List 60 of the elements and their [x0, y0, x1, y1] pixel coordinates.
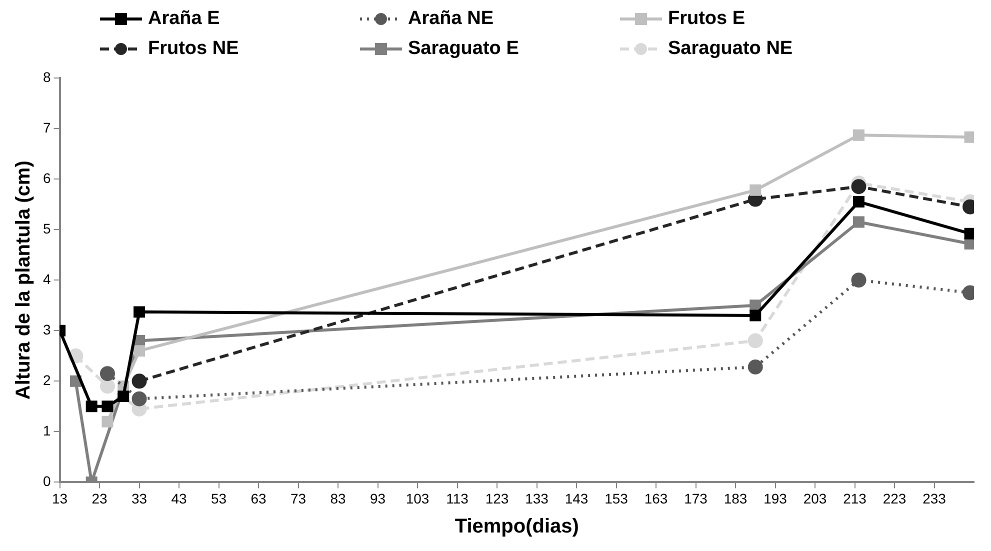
x-tick-label: 133	[525, 490, 549, 506]
point	[852, 196, 864, 208]
x-tick-label: 173	[684, 490, 708, 506]
x-tick-label: 153	[604, 490, 628, 506]
point	[132, 374, 147, 389]
point	[100, 378, 115, 394]
x-tick-label: 83	[330, 490, 346, 506]
x-tick-label: 63	[250, 490, 267, 506]
point	[851, 179, 866, 194]
y-tick-label: 3	[42, 321, 51, 338]
point	[134, 345, 146, 357]
point	[102, 416, 114, 428]
y-tick-label: 7	[42, 119, 51, 136]
x-tick-label: 73	[290, 490, 306, 506]
x-axis-title: Tiempo(dias)	[454, 516, 579, 538]
y-tick-label: 6	[42, 170, 51, 186]
point	[852, 129, 864, 141]
x-tick-label: 223	[882, 490, 906, 506]
x-tick-label: 113	[446, 490, 469, 506]
x-tick-label: 183	[724, 490, 748, 506]
x-tick-label: 53	[210, 490, 227, 506]
point	[748, 333, 763, 348]
legend-label: Araña E	[148, 8, 220, 30]
legend-label: Frutos NE	[148, 38, 239, 60]
x-tick-label: 233	[922, 490, 946, 506]
y-tick-label: 5	[42, 220, 51, 236]
legend-label: Frutos E	[668, 8, 746, 30]
legend-label: Saraguato E	[408, 38, 519, 60]
y-tick-label: 2	[42, 372, 51, 388]
x-tick-label: 123	[485, 490, 509, 506]
point	[750, 184, 762, 196]
point	[851, 272, 866, 288]
point	[118, 390, 130, 402]
point	[852, 216, 864, 228]
x-tick-label: 103	[406, 490, 430, 506]
point	[134, 306, 146, 318]
x-tick-label: 203	[803, 490, 827, 506]
x-tick-label: 163	[644, 490, 668, 506]
y-tick-label: 0	[42, 473, 51, 490]
x-tick-label: 143	[564, 490, 588, 506]
x-tick-label: 43	[171, 490, 188, 506]
x-tick-label: 23	[92, 490, 108, 506]
point	[132, 391, 147, 406]
legend-label: Araña NE	[408, 8, 494, 30]
point	[750, 300, 762, 312]
y-tick-label: 4	[42, 270, 51, 287]
legend-label: Saraguato NE	[668, 38, 793, 60]
y-tick-label: 8	[42, 68, 51, 85]
y-tick-label: 1	[42, 422, 51, 439]
x-tick-label: 193	[764, 490, 788, 506]
x-tick-label: 213	[843, 490, 867, 506]
x-tick-label: 93	[370, 490, 386, 506]
point	[100, 366, 115, 382]
x-tick-label: 13	[52, 490, 68, 506]
point	[102, 400, 114, 412]
point	[748, 360, 763, 375]
x-tick-label: 33	[131, 490, 148, 506]
y-axis-title: Altura de la plantula (cm)	[12, 160, 35, 400]
point	[86, 400, 98, 412]
point	[750, 310, 762, 322]
